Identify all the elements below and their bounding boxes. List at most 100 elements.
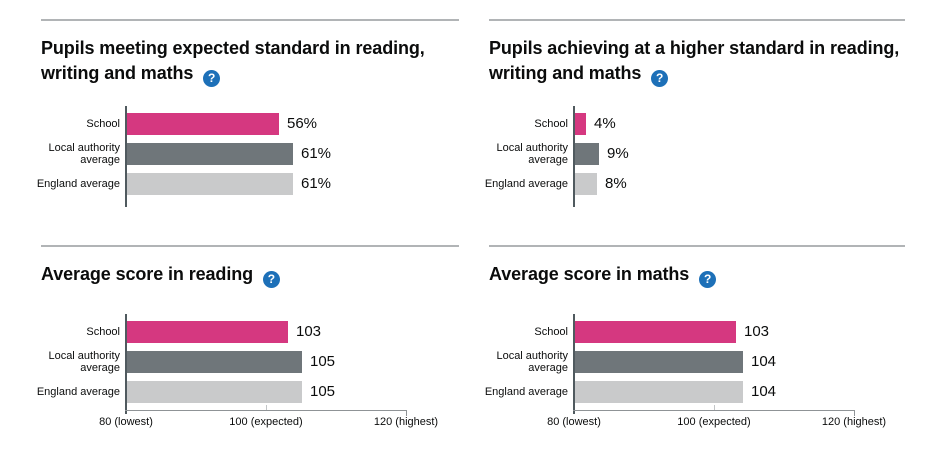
england-bar (575, 172, 597, 195)
category-label-line: average (80, 153, 120, 166)
bar-area: 103 (127, 320, 459, 343)
category-label: England average (485, 178, 573, 190)
category-label-line: Local authority (48, 141, 120, 154)
chart-title: Average score in maths ? (489, 262, 905, 288)
category-label: Local authority average (489, 142, 573, 166)
y-axis-line (125, 313, 127, 414)
bar-row: Local authority average 104 (489, 350, 905, 374)
category-label-line: Local authority (48, 349, 120, 362)
help-icon[interactable]: ? (203, 69, 221, 87)
bar-chart: School 103 Local authority average 104 Englan… (485, 313, 905, 440)
school-bar (575, 320, 736, 343)
chart-title-text: Pupils meeting expected standard in read… (41, 38, 425, 83)
x-axis-label: 100 (expected) (677, 415, 751, 428)
bar-chart: School 4% Local authority average 9% England … (485, 105, 905, 207)
value-label: 9% (607, 145, 629, 162)
category-label-line: England average (484, 177, 568, 190)
help-icon[interactable]: ? (699, 270, 717, 288)
category-label: England average (485, 386, 573, 398)
x-axis-label: 120 (highest) (821, 415, 887, 428)
value-label: 56% (287, 115, 318, 132)
category-label-line: Local authority (496, 141, 568, 154)
x-axis-line (573, 409, 855, 411)
category-label-line: England average (36, 177, 120, 190)
bar-chart: School 56% Local authority average 61% Englan… (37, 105, 459, 207)
value-label: 104 (751, 383, 777, 400)
school-bar (575, 112, 586, 135)
category-label: Local authority average (41, 142, 125, 166)
chart-title-text: Pupils achieving at a higher standard in… (489, 38, 900, 83)
category-label-line: average (80, 361, 120, 374)
bar-row: England average 8% (485, 172, 905, 195)
bar-area: 61% (127, 172, 459, 195)
chart-panel-reading-score: Average score in reading ? School 103 Local… (37, 245, 459, 440)
x-axis-line (125, 409, 407, 411)
category-label: School (489, 326, 573, 338)
local-authority-bar (575, 142, 599, 165)
bar-area: 103 (575, 320, 905, 343)
x-axis: 80 (lowest) 100 (expected) 120 (highest) (547, 404, 887, 440)
chart-title-text: Average score in maths (489, 264, 690, 284)
chart-title: Average score in reading ? (41, 262, 459, 288)
value-label: 8% (605, 175, 627, 192)
x-axis-tick-end (406, 409, 407, 416)
value-label: 104 (751, 353, 777, 370)
chart-title: Pupils meeting expected standard in read… (41, 36, 459, 87)
bar-row: School 103 (489, 320, 905, 343)
category-label-line: School (534, 117, 568, 130)
bar-row: England average 104 (485, 380, 905, 403)
x-axis-label: 100 (expected) (229, 415, 303, 428)
bar-row: School 103 (41, 320, 459, 343)
local-authority-bar (127, 350, 302, 373)
value-label: 105 (310, 383, 336, 400)
bar-area: 4% (575, 112, 905, 135)
category-label-line: average (528, 153, 568, 166)
help-icon[interactable]: ? (651, 69, 669, 87)
category-label: England average (37, 178, 125, 190)
bar-row: England average 105 (37, 380, 459, 403)
x-axis-tick-mid (714, 404, 715, 410)
value-label: 61% (301, 175, 332, 192)
category-label: England average (37, 386, 125, 398)
x-axis-label: 80 (lowest) (547, 415, 601, 428)
y-axis-line (573, 313, 575, 414)
category-label-line: School (86, 117, 120, 130)
chart-title: Pupils achieving at a higher standard in… (489, 36, 905, 87)
category-label: School (489, 118, 573, 130)
bar-area: 104 (575, 380, 905, 403)
value-label: 61% (301, 145, 332, 162)
england-bar (127, 172, 293, 195)
help-icon[interactable]: ? (262, 270, 280, 288)
bar-area: 104 (575, 350, 905, 373)
bar-row: School 4% (489, 112, 905, 135)
category-label-line: School (86, 325, 120, 338)
bar-row: Local authority average 61% (41, 142, 459, 166)
category-label: School (41, 326, 125, 338)
local-authority-bar (575, 350, 743, 373)
value-label: 105 (310, 353, 336, 370)
bar-row: England average 61% (37, 172, 459, 195)
bar-chart: School 103 Local authority average 105 Englan… (37, 313, 459, 440)
school-bar (127, 320, 288, 343)
x-axis-label: 80 (lowest) (99, 415, 153, 428)
england-bar (575, 380, 743, 403)
category-label-line: Local authority (496, 349, 568, 362)
bar-row: Local authority average 105 (41, 349, 459, 374)
category-label: School (41, 118, 125, 130)
y-axis-line (125, 105, 127, 207)
bar-area: 56% (127, 112, 459, 135)
england-bar (127, 380, 302, 403)
bar-area: 9% (575, 142, 905, 165)
school-bar (127, 112, 279, 135)
category-label: Local authority average (489, 350, 573, 374)
x-axis-tick-end (854, 409, 855, 416)
bar-area: 105 (127, 350, 459, 373)
bar-row: School 56% (41, 112, 459, 135)
y-axis-line (573, 105, 575, 207)
local-authority-bar (127, 142, 293, 165)
chart-panel-expected-standard: Pupils meeting expected standard in read… (37, 19, 459, 207)
x-axis-tick-mid (266, 404, 267, 410)
value-label: 4% (594, 115, 616, 132)
category-label-line: England average (484, 385, 568, 398)
chart-panel-maths-score: Average score in maths ? School 103 Local a… (485, 245, 905, 440)
